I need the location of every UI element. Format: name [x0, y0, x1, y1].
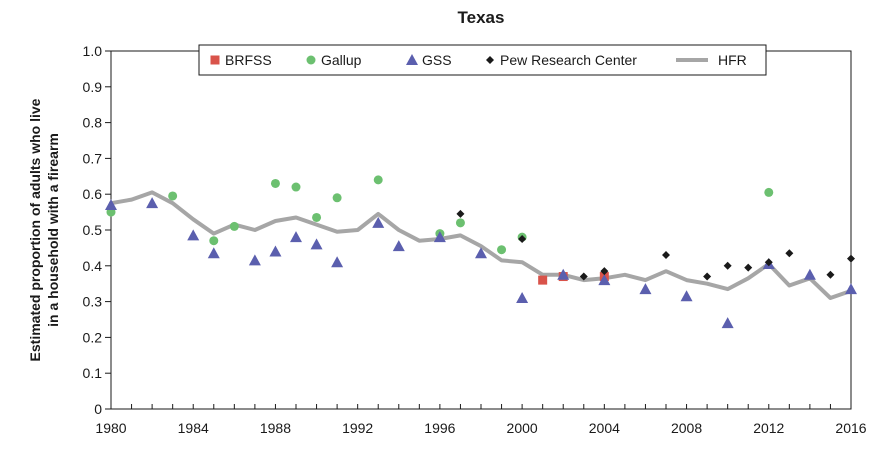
point-gallup: [229, 221, 239, 231]
point-gss: [248, 254, 261, 266]
y-tick-label: 1.0: [83, 43, 103, 59]
point-gallup: [373, 175, 383, 185]
point-gss: [207, 247, 220, 259]
point-gallup: [270, 178, 280, 188]
y-tick-label: 0.3: [83, 294, 103, 310]
y-tick-label: 0.7: [83, 150, 103, 166]
legend-item-gss: GSS: [406, 52, 452, 68]
point-gallup: [168, 191, 178, 201]
legend-swatch-brfss: [210, 55, 220, 65]
point-gss: [475, 247, 487, 259]
legend-swatch-gallup: [306, 55, 316, 65]
hfr-line-layer: [109, 190, 853, 300]
x-tick-label: 1992: [342, 420, 373, 436]
point-gss: [433, 231, 446, 243]
legend-box: [198, 44, 767, 76]
axes: 0 0.1 0.2 0.3 0.4 0.5 0.6 0.7 0.8 0.9 1.0 1980 1984 1…: [83, 43, 867, 436]
y-tick-label: 0.4: [83, 258, 103, 274]
x-tick-label: 1988: [260, 420, 291, 436]
point-pew-research-center: [579, 272, 588, 281]
point-pew-research-center: [764, 258, 773, 267]
point-gallup: [312, 212, 322, 222]
legend-label-hfr: HFR: [718, 52, 747, 68]
x-tick-label: 1980: [95, 420, 126, 436]
x-tick-label: 2016: [835, 420, 866, 436]
legend-label-gallup: Gallup: [321, 52, 362, 68]
legend-item-brfss: BRFSS: [210, 52, 272, 68]
point-gss: [598, 274, 611, 286]
series-line-hfr: [109, 190, 853, 300]
point-gss: [290, 231, 302, 243]
point-gallup: [209, 236, 219, 246]
x-tick-label: 2008: [671, 420, 702, 436]
legend-label-gss: GSS: [422, 52, 452, 68]
point-pew-research-center: [600, 267, 609, 276]
point-gss: [146, 197, 159, 209]
y-tick-label: 0.6: [83, 186, 103, 202]
point-gallup: [455, 218, 465, 228]
legend-swatch-pew-research-center: [486, 56, 494, 64]
y-tick-label: 0.9: [83, 79, 103, 95]
point-gallup: [291, 182, 301, 192]
y-tick-label: 0: [94, 401, 102, 417]
x-tick-label: 2012: [753, 420, 784, 436]
point-pew-research-center: [456, 209, 465, 218]
point-gss: [639, 283, 652, 295]
point-pew-research-center: [723, 261, 732, 270]
series-gallup: [106, 175, 774, 255]
legend-item-pew-research-center: Pew Research Center: [486, 52, 637, 68]
point-gss: [269, 245, 282, 257]
x-tick-label: 2000: [507, 420, 538, 436]
x-tick-label: 1996: [424, 420, 455, 436]
point-gss: [310, 238, 323, 250]
markers-layer: [105, 175, 857, 329]
point-pew-research-center: [826, 270, 835, 279]
point-gss: [105, 198, 117, 210]
y-axis-title: Estimated proportion of adults who live …: [27, 98, 61, 361]
y-axis-title-line-1: Estimated proportion of adults who live: [27, 98, 43, 361]
point-gss: [803, 268, 816, 280]
point-pew-research-center: [847, 254, 855, 263]
legend: BRFSS Gallup GSS Pew Research Center HFR: [198, 44, 767, 76]
point-gss: [187, 229, 200, 241]
point-pew-research-center: [744, 263, 753, 272]
series-pew-research-center: [456, 209, 855, 281]
legend-label-brfss: BRFSS: [225, 52, 272, 68]
point-gss: [680, 290, 693, 302]
point-pew-research-center: [785, 249, 794, 258]
point-gss: [392, 240, 405, 252]
point-gallup: [332, 193, 342, 203]
legend-item-hfr: HFR: [676, 52, 747, 68]
point-pew-research-center: [662, 251, 670, 260]
legend-item-gallup: Gallup: [306, 52, 362, 68]
point-gallup: [497, 245, 507, 255]
point-gallup: [764, 187, 774, 197]
legend-label-pew-research-center: Pew Research Center: [500, 52, 637, 68]
y-tick-label: 0.5: [83, 222, 103, 238]
chart-title: Texas: [458, 8, 505, 27]
y-tick-label: 0.8: [83, 115, 103, 131]
point-gss: [516, 292, 529, 304]
series-gss: [105, 197, 857, 329]
y-tick-label: 0.1: [83, 365, 103, 381]
point-gss: [372, 216, 385, 228]
point-gss: [557, 268, 570, 280]
point-gss: [331, 256, 344, 268]
point-pew-research-center: [703, 272, 712, 281]
y-tick-label: 0.2: [83, 329, 103, 345]
x-tick-label: 2004: [589, 420, 620, 436]
point-brfss: [538, 275, 548, 285]
y-axis-title-line-2: in a household with a firearm: [45, 133, 61, 327]
point-gss: [845, 283, 857, 295]
legend-swatch-gss: [406, 54, 418, 65]
x-tick-label: 1984: [178, 420, 209, 436]
point-gss: [721, 317, 734, 329]
point-pew-research-center: [518, 234, 527, 243]
